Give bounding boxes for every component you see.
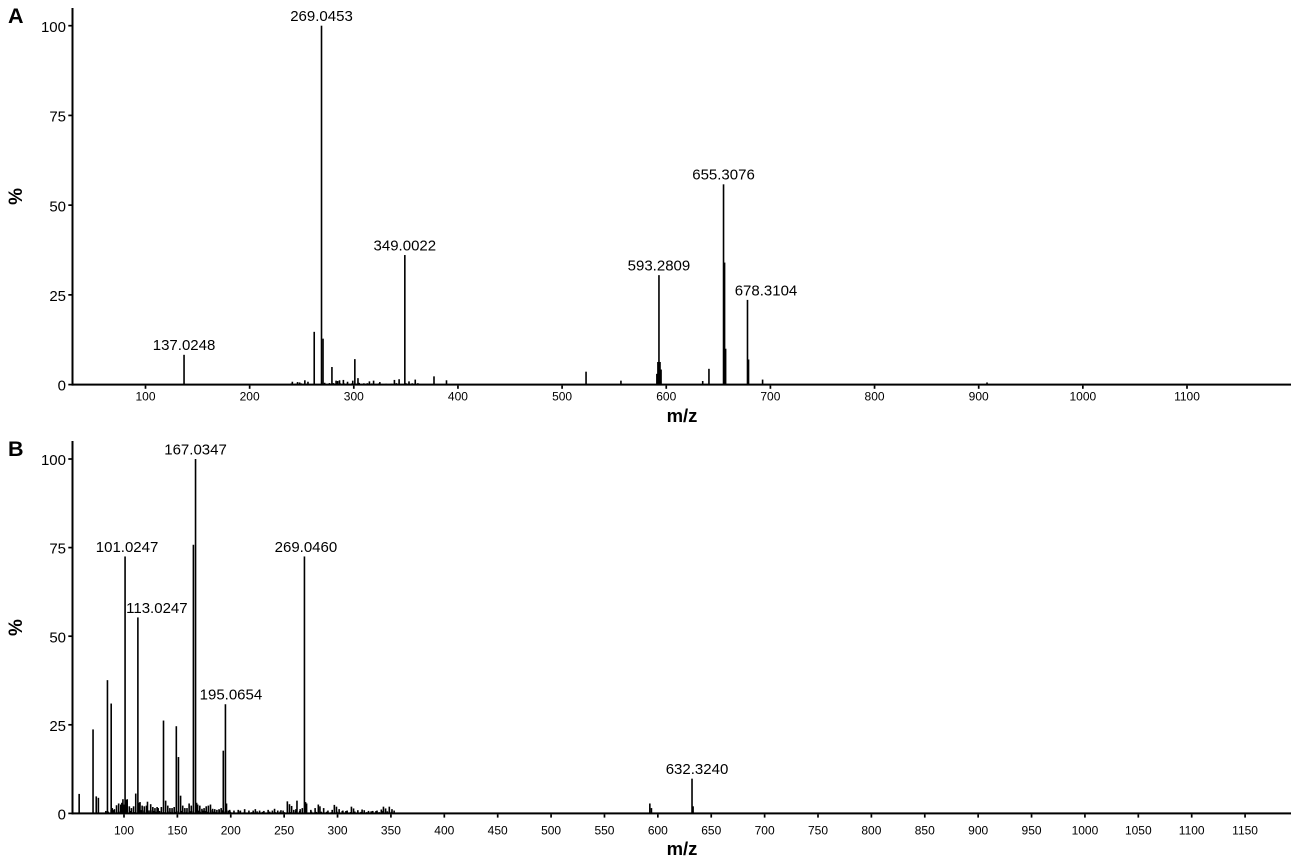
svg-text:1000: 1000 xyxy=(1072,824,1099,838)
svg-text:100: 100 xyxy=(135,390,155,404)
svg-text:137.0248: 137.0248 xyxy=(153,337,216,354)
svg-text:500: 500 xyxy=(541,824,561,838)
svg-text:300: 300 xyxy=(344,390,364,404)
svg-text:750: 750 xyxy=(808,824,828,838)
svg-text:500: 500 xyxy=(552,390,572,404)
svg-text:678.3104: 678.3104 xyxy=(735,282,798,299)
svg-text:75: 75 xyxy=(49,541,66,558)
svg-text:700: 700 xyxy=(760,390,780,404)
svg-text:650: 650 xyxy=(701,824,721,838)
svg-text:m/z: m/z xyxy=(667,405,698,426)
svg-text:250: 250 xyxy=(274,824,294,838)
svg-text:m/z: m/z xyxy=(667,838,698,859)
svg-text:%: % xyxy=(6,188,27,205)
svg-text:100: 100 xyxy=(41,452,66,469)
svg-text:200: 200 xyxy=(240,390,260,404)
svg-text:150: 150 xyxy=(167,824,187,838)
svg-text:300: 300 xyxy=(328,824,348,838)
svg-text:1100: 1100 xyxy=(1174,390,1200,404)
svg-text:800: 800 xyxy=(861,824,881,838)
svg-text:%: % xyxy=(6,619,27,636)
svg-text:1150: 1150 xyxy=(1232,824,1258,838)
svg-text:A: A xyxy=(8,4,24,28)
svg-text:50: 50 xyxy=(49,629,66,646)
svg-text:950: 950 xyxy=(1022,824,1042,838)
svg-text:75: 75 xyxy=(49,109,66,126)
svg-text:195.0654: 195.0654 xyxy=(200,687,263,704)
svg-text:400: 400 xyxy=(434,824,454,838)
svg-text:1050: 1050 xyxy=(1125,824,1152,838)
svg-text:632.3240: 632.3240 xyxy=(666,761,729,778)
svg-text:269.0460: 269.0460 xyxy=(275,539,338,556)
svg-text:25: 25 xyxy=(49,718,66,735)
svg-text:100: 100 xyxy=(41,19,66,36)
svg-text:850: 850 xyxy=(915,824,935,838)
svg-text:269.0453: 269.0453 xyxy=(290,8,353,25)
svg-text:450: 450 xyxy=(488,824,508,838)
svg-text:0: 0 xyxy=(58,378,66,395)
svg-text:100: 100 xyxy=(114,824,134,838)
svg-text:25: 25 xyxy=(49,288,66,305)
svg-text:900: 900 xyxy=(969,390,989,404)
svg-text:200: 200 xyxy=(221,824,241,838)
svg-text:1000: 1000 xyxy=(1069,390,1096,404)
svg-text:593.2809: 593.2809 xyxy=(628,258,691,275)
svg-text:1100: 1100 xyxy=(1179,824,1205,838)
svg-text:600: 600 xyxy=(656,390,676,404)
svg-text:50: 50 xyxy=(49,198,66,215)
svg-text:101.0247: 101.0247 xyxy=(96,539,159,556)
svg-text:550: 550 xyxy=(594,824,614,838)
svg-text:700: 700 xyxy=(755,824,775,838)
svg-text:900: 900 xyxy=(968,824,988,838)
svg-text:655.3076: 655.3076 xyxy=(692,167,755,184)
svg-text:349.0022: 349.0022 xyxy=(374,237,437,254)
svg-text:0: 0 xyxy=(58,807,66,824)
svg-text:400: 400 xyxy=(448,390,468,404)
svg-text:800: 800 xyxy=(865,390,885,404)
svg-text:167.0347: 167.0347 xyxy=(164,441,227,458)
svg-text:600: 600 xyxy=(648,824,668,838)
svg-text:B: B xyxy=(8,437,24,461)
svg-text:350: 350 xyxy=(381,824,401,838)
svg-text:113.0247: 113.0247 xyxy=(126,600,187,617)
